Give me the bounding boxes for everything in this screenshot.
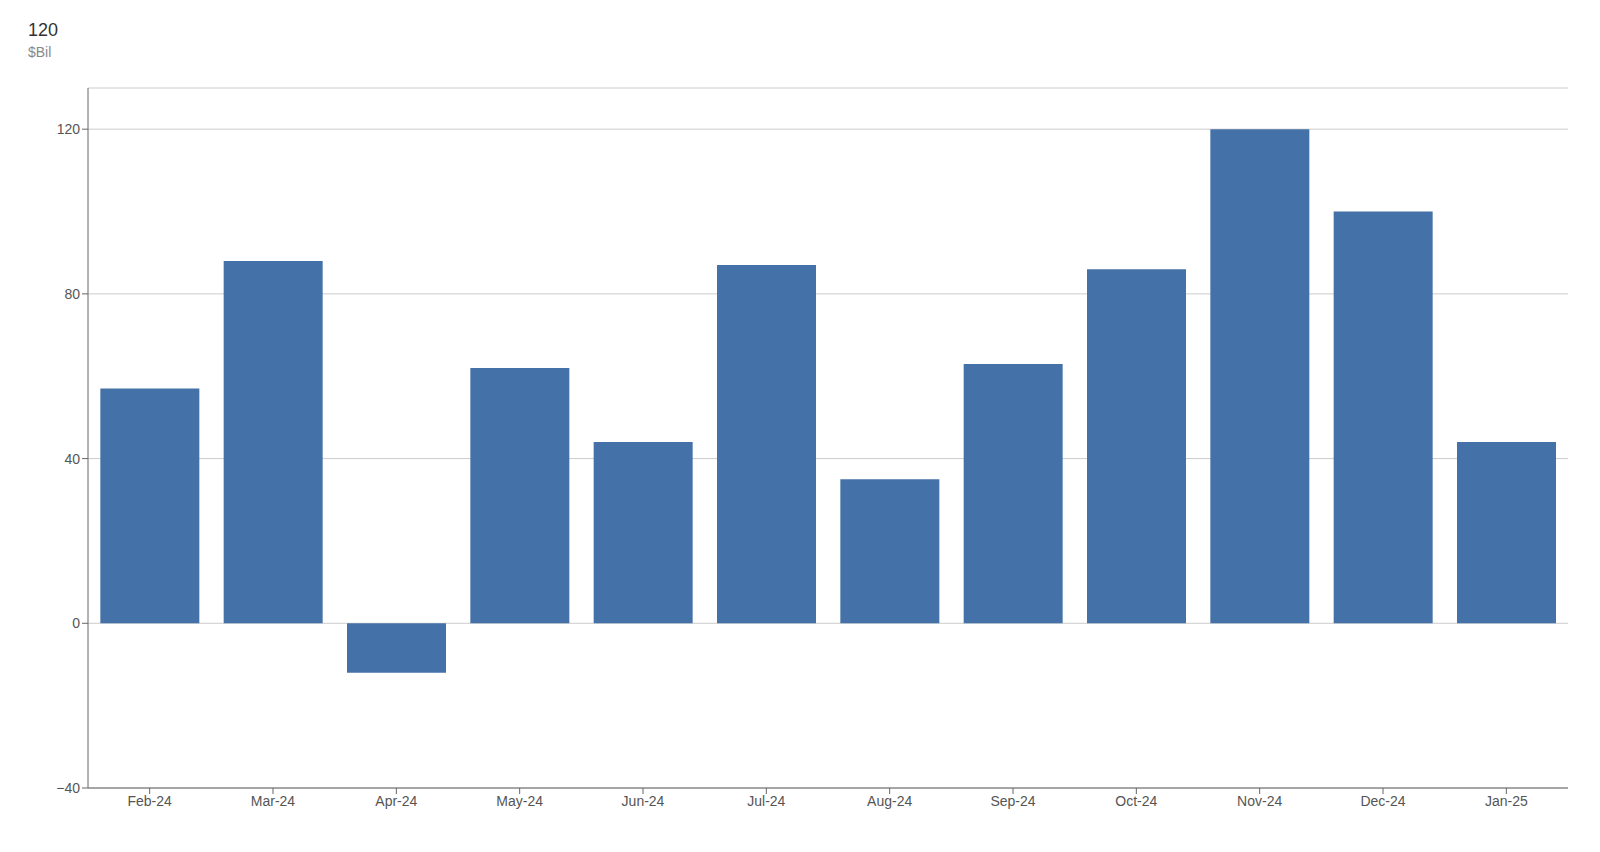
html-text:$Bil: $Bil (28, 44, 52, 60)
svg-text:Nov-24: Nov-24 (1237, 793, 1282, 809)
svg-text:0: 0 (72, 615, 80, 631)
html-text:120: 120 (28, 20, 58, 40)
svg-text:120: 120 (57, 121, 81, 137)
svg-text:Jul-24: Jul-24 (747, 793, 785, 809)
svg-text:Aug-24: Aug-24 (867, 793, 912, 809)
svg-text:May-24: May-24 (496, 793, 543, 809)
svg-text:Sep-24: Sep-24 (990, 793, 1035, 809)
svg-text:Dec-24: Dec-24 (1360, 793, 1405, 809)
svg-text:40: 40 (64, 451, 80, 467)
svg-text:Mar-24: Mar-24 (251, 793, 296, 809)
svg-text:Jun-24: Jun-24 (622, 793, 665, 809)
svg-text:Apr-24: Apr-24 (375, 793, 417, 809)
svg-text:Feb-24: Feb-24 (127, 793, 172, 809)
svg-text:−40: −40 (56, 780, 80, 796)
svg-text:Oct-24: Oct-24 (1115, 793, 1157, 809)
svg-text:Jan-25: Jan-25 (1485, 793, 1528, 809)
svg-text:80: 80 (64, 286, 80, 302)
